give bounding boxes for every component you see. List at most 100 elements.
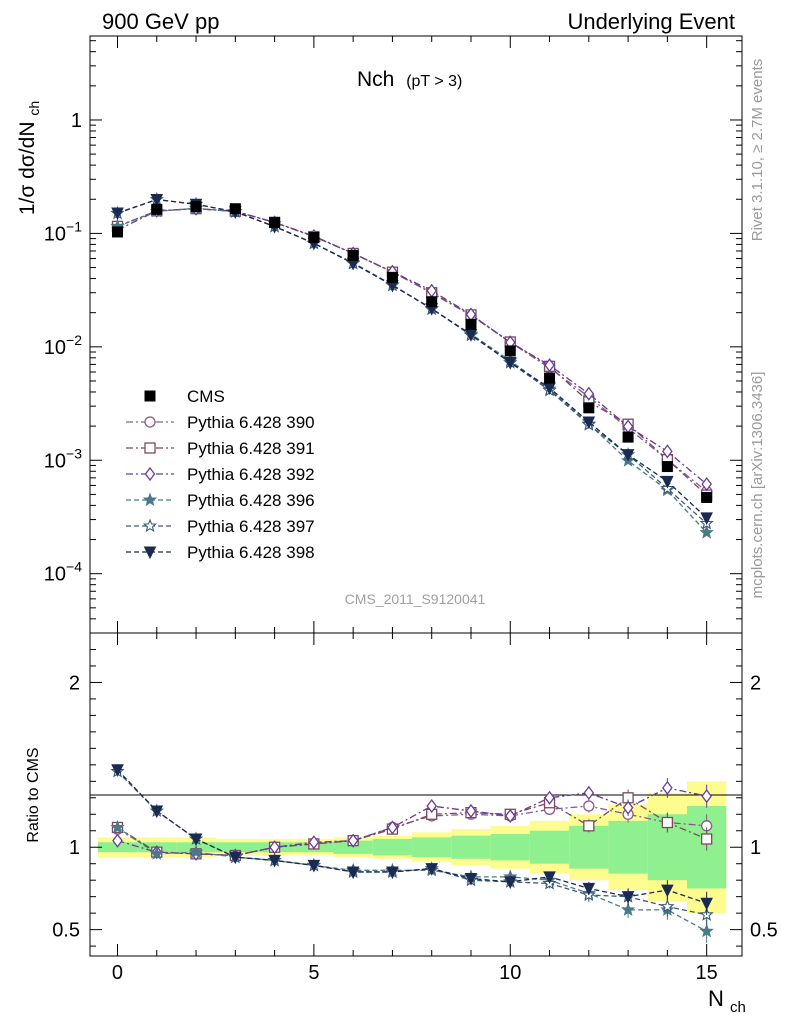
legend-marker-cms	[144, 390, 156, 402]
main-point	[699, 525, 714, 539]
marker-square	[583, 820, 595, 832]
marker-square-filled	[622, 431, 634, 443]
main-series-line	[117, 198, 708, 524]
ratio-point	[620, 902, 636, 916]
ratio-point	[662, 780, 673, 795]
marker-square	[144, 442, 156, 454]
marker-diamond	[308, 835, 320, 850]
marker-triangle-down	[189, 833, 203, 847]
ratio-point	[621, 891, 635, 904]
main-series-line	[117, 207, 708, 534]
plot-title: Nch (pT > 3)	[357, 68, 462, 91]
ratio-point	[660, 899, 675, 913]
marker-star	[699, 923, 714, 938]
marker-triangle-down	[150, 805, 164, 819]
y-tick-label-exp: −2	[66, 332, 82, 348]
data-point-cms	[661, 461, 673, 473]
x-axis-label-text: N	[708, 986, 724, 1011]
marker-square-filled	[347, 249, 359, 261]
data-point-cms	[229, 203, 241, 215]
marker-diamond	[544, 358, 555, 373]
marker-triangle-down	[503, 876, 517, 889]
marker-square-filled	[465, 318, 477, 330]
marker-circle	[144, 416, 156, 428]
ratio-point	[150, 805, 164, 819]
marker-square-filled	[544, 372, 556, 384]
x-axis-label: N ch	[708, 986, 746, 1016]
ratio-point	[112, 833, 123, 848]
data-point-cms	[426, 296, 438, 308]
ratio-point	[347, 833, 359, 848]
marker-square-filled	[426, 296, 438, 308]
ratio-point	[386, 866, 399, 880]
marker-square-filled	[583, 402, 595, 414]
marker-star	[620, 902, 636, 916]
data-point-cms	[701, 491, 713, 503]
data-point-cms	[308, 232, 320, 244]
ratio-point	[465, 803, 477, 819]
data-point-cms	[465, 318, 477, 330]
legend-marker	[144, 442, 156, 454]
marker-diamond	[701, 789, 712, 804]
ratio-point	[188, 844, 204, 859]
plot-title-main: Nch	[357, 68, 394, 91]
main-point	[701, 477, 712, 492]
marker-square-filled	[144, 390, 156, 402]
marker-square-filled	[190, 201, 202, 213]
ratio-point	[583, 785, 595, 800]
marker-triangle-down	[582, 416, 596, 430]
ratio-point	[543, 871, 556, 885]
marker-triangle-down	[229, 851, 242, 865]
marker-diamond	[465, 803, 477, 819]
legend-label-cms: CMS	[187, 387, 225, 406]
marker-triangle-down	[582, 882, 596, 896]
marker-triangle-down	[111, 764, 124, 777]
marker-triangle-down	[661, 884, 674, 898]
main-series-line	[117, 198, 708, 519]
main-point	[111, 207, 124, 221]
axis-ticks	[90, 36, 742, 956]
marker-triangle-down	[661, 475, 674, 489]
y-tick-label-ratio-left: 1	[69, 837, 80, 859]
y-axis-label-main: 1/σ dσ/dN ch	[16, 101, 42, 215]
marker-triangle-down	[386, 866, 399, 880]
marker-diamond	[387, 820, 398, 835]
marker-triangle-down	[346, 866, 360, 880]
y-tick-label-exp: −1	[66, 218, 82, 234]
y-tick-label-ratio-left: 0.5	[52, 920, 80, 942]
x-tick-label: 5	[308, 962, 319, 984]
data-point-cms	[347, 249, 359, 261]
marker-triangle-down	[700, 512, 713, 526]
data-point-cms	[583, 402, 595, 414]
marker-diamond	[701, 477, 712, 492]
ratio-point	[700, 897, 713, 911]
marker-diamond	[662, 444, 673, 459]
ratio-band-green	[215, 842, 255, 853]
mcplots-reference-text: mcplots.cern.ch [arXiv:1306.3436]	[749, 372, 766, 599]
ratio-point	[189, 833, 203, 847]
y-tick-label-ratio-left: 2	[69, 672, 80, 694]
marker-triangle-down	[503, 357, 517, 370]
legend: CMS Pythia 6.428 390 Pythia 6.428 391 Pythi…	[126, 387, 315, 562]
main-point	[621, 449, 635, 462]
ratio-point	[111, 764, 124, 777]
ratio-band-green	[569, 825, 609, 869]
ratio-band-green	[412, 837, 452, 858]
ratio-point	[582, 882, 596, 896]
ratio-point	[426, 798, 438, 814]
legend-label: Pythia 6.428 392	[187, 465, 315, 484]
marker-star	[660, 899, 675, 913]
ratio-band-green	[529, 830, 570, 864]
ratio-series-line	[117, 787, 707, 857]
y-tick-label-exp: −3	[66, 445, 82, 461]
ratio-point	[387, 820, 398, 835]
marker-square-filled	[269, 216, 281, 228]
x-tick-label: 15	[696, 962, 718, 984]
marker-star	[699, 525, 714, 539]
ratio-series-line	[117, 826, 707, 932]
ratio-point	[622, 800, 634, 815]
marker-diamond	[144, 466, 156, 482]
marker-star	[188, 844, 204, 859]
legend-marker	[142, 518, 158, 533]
